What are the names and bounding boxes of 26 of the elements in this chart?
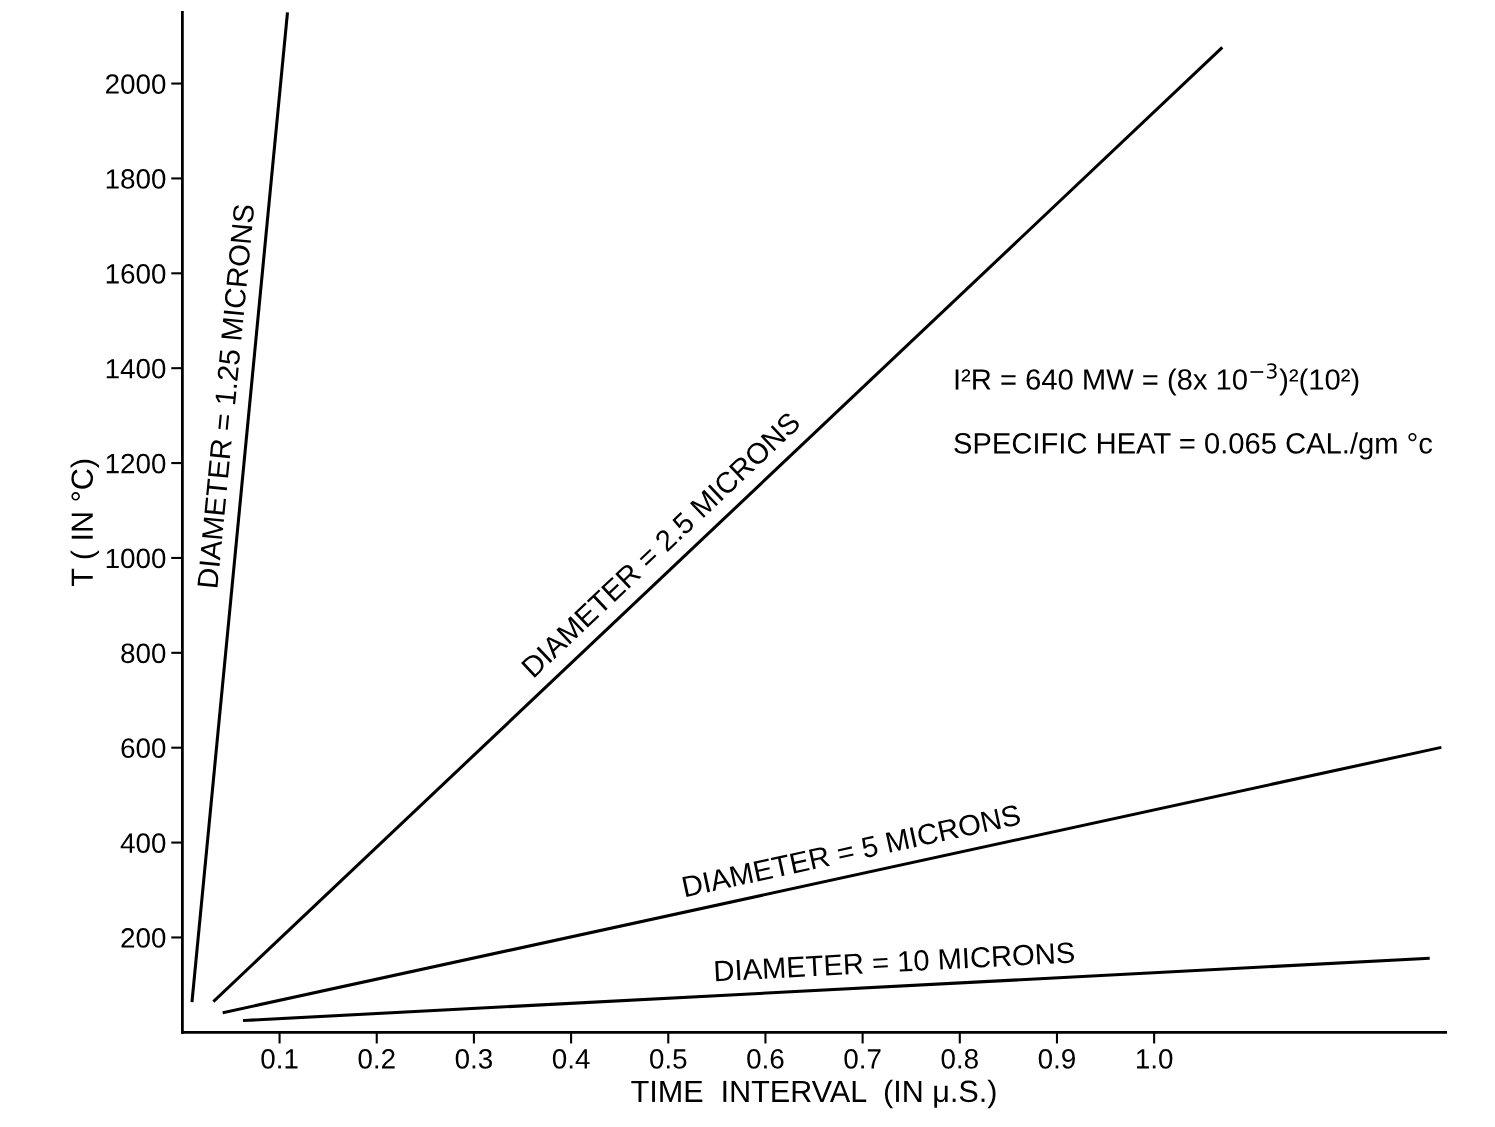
x-tick-label: 1.0 xyxy=(1136,1049,1173,1069)
y-tick-label: 1600 xyxy=(106,263,166,284)
y-tick-label: 600 xyxy=(121,738,166,759)
text: DIAMETER = 1.25 MICRONS xyxy=(197,204,255,588)
y-tick-label: 800 xyxy=(121,643,166,664)
y-tick-label: 1400 xyxy=(106,358,166,379)
y-tick-label: 1200 xyxy=(106,453,166,474)
x-tick-label: 0.4 xyxy=(552,1049,590,1069)
x-tick-label: 0.1 xyxy=(261,1049,298,1069)
x-tick-label: 0.3 xyxy=(455,1049,492,1069)
x-tick-label: 0.9 xyxy=(1038,1049,1075,1069)
x-tick-label: 0.2 xyxy=(358,1049,395,1069)
x-axis-title: TIME INTERVAL (IN μ.S.) xyxy=(631,1079,996,1109)
y-tick-label: 200 xyxy=(121,928,166,948)
x-tick-label: 0.6 xyxy=(747,1049,784,1069)
annotation: I²R = 640 MW = (8x 10$^{−3}$)²(10²) xyxy=(955,363,1359,396)
series-label: DIAMETER = 10 MICRONS xyxy=(715,942,1075,982)
x-tick-label: 0.7 xyxy=(844,1049,881,1069)
x-tick-label: 0.5 xyxy=(650,1049,687,1069)
y-tick-label: 400 xyxy=(120,833,166,853)
annotation: SPECIFIC HEAT = 0.065 CAL./gm °c xyxy=(954,432,1433,460)
x-tick-label: 0.8 xyxy=(941,1049,978,1069)
y-tick-label: 1800 xyxy=(106,169,166,189)
y-tick-label: 2000 xyxy=(106,74,166,94)
y-tick-label: 1000 xyxy=(106,548,166,569)
y-axis-title: T ( IN °C) xyxy=(70,459,100,587)
